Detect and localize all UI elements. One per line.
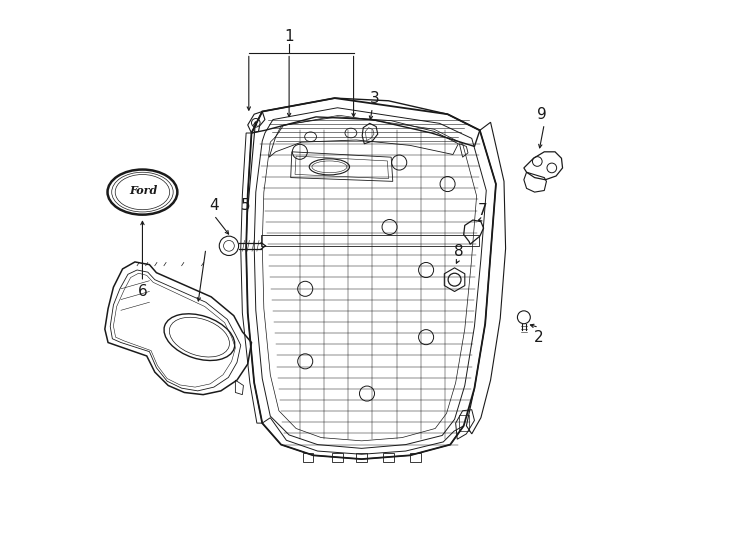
Text: 8: 8 (454, 244, 463, 259)
Text: Ford: Ford (129, 185, 158, 196)
Text: 9: 9 (537, 107, 547, 122)
Text: 6: 6 (137, 284, 148, 299)
Bar (383, 453, 394, 462)
Text: 4: 4 (209, 198, 219, 213)
Text: 5: 5 (241, 198, 251, 213)
Bar (302, 453, 313, 462)
Bar (332, 453, 343, 462)
Text: 3: 3 (370, 91, 380, 106)
Bar (459, 415, 469, 431)
Text: 7: 7 (478, 204, 487, 218)
Text: 1: 1 (284, 29, 294, 44)
Text: 2: 2 (534, 329, 544, 345)
Bar (356, 453, 367, 462)
Bar (410, 453, 421, 462)
